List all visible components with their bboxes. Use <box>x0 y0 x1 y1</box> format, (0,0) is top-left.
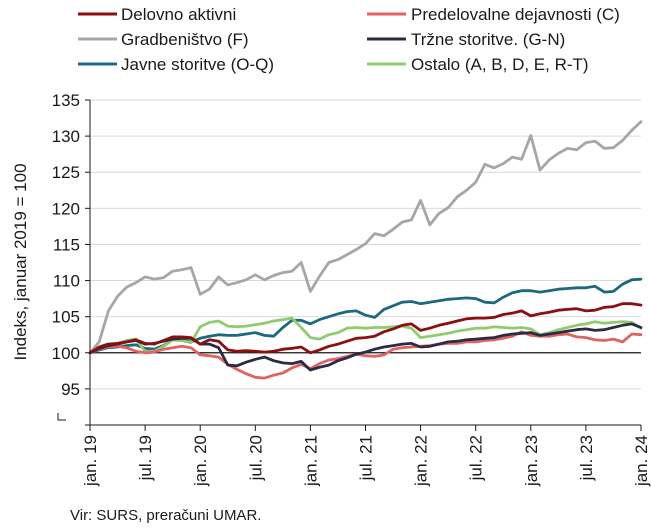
grid-lines <box>90 99 641 390</box>
legend-label-ostalo-a-b-d-e-r-t: Ostalo (A, B, D, E, R-T) <box>411 55 589 74</box>
y-axis-title: Indeks, januar 2019 = 100 <box>11 163 30 360</box>
x-tick-label: jul. 22 <box>467 435 486 481</box>
x-tick-label: jan. 19 <box>81 435 100 487</box>
legend-label-delovno-aktivni: Delovno aktivni <box>121 5 236 24</box>
y-tick-label: 130 <box>52 127 80 146</box>
x-axis-ticks: jan. 19 jul. 19 jan. 20 jul. 20 jan. 21 jul. … <box>81 425 651 487</box>
x-tick-label: jan. 22 <box>412 435 431 487</box>
legend-label-predelovalne-dejavnosti-c: Predelovalne dejavnosti (C) <box>411 5 620 24</box>
legend-label-gradbenistvo-f: Gradbeništvo (F) <box>121 30 249 49</box>
legend: Delovno aktivni Predelovalne dejavnosti (… <box>78 5 620 74</box>
x-tick-label: jul. 20 <box>246 435 265 481</box>
series-line-javne-storitve-o-q <box>88 277 643 355</box>
x-tick-label: jan. 20 <box>191 435 210 487</box>
series-line-gradbenistvo-f <box>88 120 643 355</box>
y-tick-label: 110 <box>53 272 80 291</box>
y-tick-label: 120 <box>52 199 80 218</box>
y-axis-ticks: 95 100 105 110 115 120 125 130 135 <box>52 91 90 426</box>
series-lines <box>88 120 643 380</box>
y-tick-label: 135 <box>52 91 80 110</box>
axes <box>57 100 641 426</box>
series-line-delovno-aktivni <box>88 302 643 355</box>
source-note: Vir: SURS, preračuni UMAR. <box>70 507 262 524</box>
y-tick-label: 125 <box>52 163 80 182</box>
legend-label-javne-storitve-o-q: Javne storitve (O-Q) <box>121 55 274 74</box>
legend-label-trzne-storitve-g-n: Tržne storitve. (G-N) <box>411 30 565 49</box>
y-tick-label: 95 <box>61 380 80 399</box>
x-tick-label: jul. 21 <box>357 435 376 481</box>
x-tick-label: jul. 23 <box>577 435 596 481</box>
axis-break-mark <box>57 413 66 421</box>
y-tick-label: 105 <box>52 308 80 327</box>
series-line-predelovalne-dejavnosti-c <box>88 330 643 380</box>
y-tick-label: 115 <box>53 235 80 254</box>
x-tick-label: jul. 19 <box>136 435 155 481</box>
y-tick-label: 100 <box>52 344 80 363</box>
x-tick-label: jan. 24 <box>632 435 651 487</box>
x-tick-label: jan. 23 <box>522 435 541 487</box>
x-tick-label: jan. 21 <box>301 435 320 487</box>
